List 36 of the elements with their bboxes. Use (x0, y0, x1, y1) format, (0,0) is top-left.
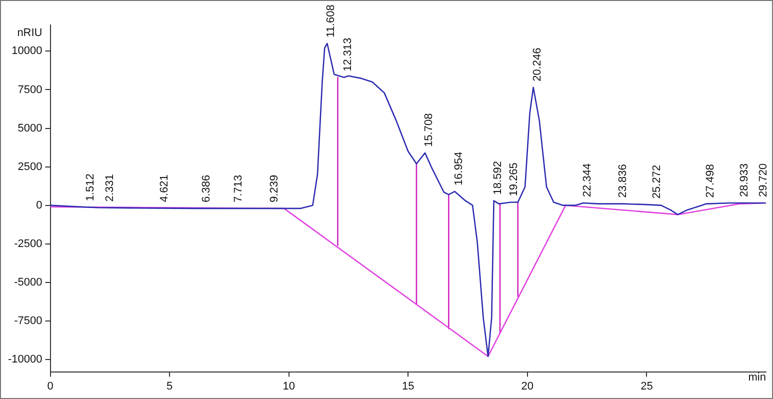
annotation: 11.608 (325, 4, 338, 38)
annotation: 28.933 (738, 163, 751, 198)
y-tick-label: 10000 (12, 45, 42, 58)
y-tick-label: 0 (36, 199, 42, 212)
x-axis-title: min (748, 372, 766, 384)
x-tick-label: 25 (640, 380, 653, 392)
annotation: 4.621 (158, 174, 171, 202)
annotation: 6.386 (200, 174, 213, 202)
annotation: 15.708 (423, 113, 436, 147)
annotation: 12.313 (342, 38, 354, 72)
y-tick-label: 7500 (18, 84, 42, 96)
x-tick-label: 5 (166, 380, 173, 392)
x-tick-label: 0 (47, 380, 54, 392)
annotation: 27.498 (704, 164, 716, 198)
y-tick-label: 2500 (18, 160, 42, 173)
annotation: 20.246 (531, 48, 544, 82)
annotation: 19.265 (508, 162, 520, 196)
y-tick-label: -7500 (14, 314, 42, 327)
annotation: 22.344 (581, 163, 594, 198)
annotation: 23.836 (616, 164, 629, 198)
annotation: 7.713 (232, 174, 244, 202)
annotation: 1.512 (84, 174, 96, 202)
annotation: 29.720 (757, 163, 770, 198)
x-tick-label: 15 (402, 380, 414, 392)
annotation: 25.272 (651, 164, 664, 199)
y-tick-label: -10000 (8, 354, 42, 366)
annotation: 2.331 (104, 174, 116, 202)
x-tick-label: 10 (282, 380, 295, 392)
annotation: 18.592 (492, 161, 504, 195)
y-tick-label: -2500 (14, 238, 42, 250)
x-tick-label: 20 (521, 380, 534, 392)
y-tick-label: -5000 (14, 276, 42, 288)
annotation: 9.239 (268, 174, 281, 202)
y-axis-title: nRIU (17, 27, 42, 40)
y-tick-label: 5000 (18, 122, 42, 134)
annotation: 16.954 (452, 152, 465, 186)
